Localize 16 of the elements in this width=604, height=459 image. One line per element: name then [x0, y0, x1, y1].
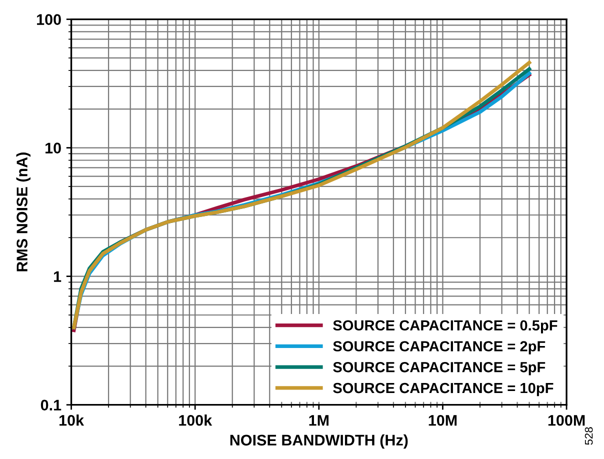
x-tick-label: 100M: [548, 414, 585, 426]
legend-label: SOURCE CAPACITANCE = 5pF: [333, 362, 546, 376]
y-tick-label: 10: [46, 142, 61, 154]
x-axis-title: NOISE BANDWIDTH (Hz): [230, 434, 408, 449]
y-tick-label: 1: [54, 271, 62, 282]
x-tick-label: 1M: [309, 415, 328, 426]
x-tick-label: 10k: [59, 414, 84, 426]
x-tick-label: 10M: [428, 414, 457, 426]
legend-label: SOURCE CAPACITANCE = 2pF: [333, 341, 546, 354]
text: 528: [584, 427, 593, 445]
legend-label: SOURCE CAPACITANCE = 10pF: [333, 382, 554, 396]
y-tick-label: 100: [37, 14, 61, 25]
legend-label: SOURCE CAPACITANCE = 0.5pF: [333, 320, 558, 334]
x-tick-label: 100k: [179, 414, 212, 426]
y-axis-title: RMS NOISE (nA): [16, 152, 31, 272]
y-tick-label: 0.1: [40, 400, 62, 411]
